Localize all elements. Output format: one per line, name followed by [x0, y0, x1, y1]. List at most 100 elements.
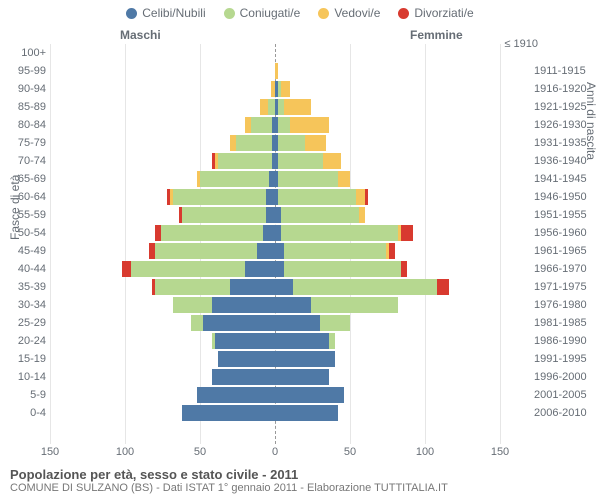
pyramid-row — [50, 386, 500, 404]
legend-dot — [318, 8, 329, 19]
seg-married — [161, 225, 263, 241]
age-label: 60-64 — [18, 188, 46, 206]
birth-label: 1976-1980 — [534, 296, 587, 314]
pyramid-row — [50, 260, 500, 278]
seg-married — [251, 117, 272, 133]
pyramid-row — [50, 62, 500, 80]
legend-dot — [126, 8, 137, 19]
legend-label: Divorziati/e — [414, 6, 473, 20]
seg-widowed — [275, 63, 278, 79]
x-tick: 150 — [41, 446, 59, 458]
footer-title: Popolazione per età, sesso e stato civil… — [10, 467, 448, 482]
seg-single — [275, 315, 320, 331]
birth-label: 1926-1930 — [534, 116, 587, 134]
age-label: 25-29 — [18, 314, 46, 332]
footer: Popolazione per età, sesso e stato civil… — [10, 467, 448, 494]
pyramid-row — [50, 224, 500, 242]
bar-male — [179, 207, 275, 223]
pyramid-row — [50, 80, 500, 98]
legend-item: Coniugati/e — [224, 6, 301, 20]
pyramid-row — [50, 332, 500, 350]
age-label: 100+ — [21, 44, 46, 62]
seg-single — [266, 189, 275, 205]
seg-widowed — [305, 135, 326, 151]
pyramid-row — [50, 368, 500, 386]
age-label: 55-59 — [18, 206, 46, 224]
legend: Celibi/NubiliConiugati/eVedovi/eDivorzia… — [0, 0, 600, 20]
seg-single — [275, 261, 284, 277]
age-label: 45-49 — [18, 242, 46, 260]
seg-married — [173, 297, 212, 313]
birth-label: 1936-1940 — [534, 152, 587, 170]
seg-single — [275, 369, 329, 385]
birth-label: 1931-1935 — [534, 134, 587, 152]
seg-single — [257, 243, 275, 259]
birth-label: 1916-1920 — [534, 80, 587, 98]
age-label: 40-44 — [18, 260, 46, 278]
seg-single — [230, 279, 275, 295]
bar-male — [212, 153, 275, 169]
bar-female — [275, 297, 398, 313]
x-tick: 50 — [344, 446, 356, 458]
bar-female — [275, 369, 329, 385]
bar-male — [197, 387, 275, 403]
pyramid-row — [50, 296, 500, 314]
grid-line — [500, 44, 501, 444]
age-label: 20-24 — [18, 332, 46, 350]
age-label: 75-79 — [18, 134, 46, 152]
seg-married — [329, 333, 335, 349]
seg-married — [278, 189, 356, 205]
bar-female — [275, 189, 368, 205]
seg-married — [293, 279, 437, 295]
bar-female — [275, 351, 335, 367]
birth-label: 1951-1955 — [534, 206, 587, 224]
seg-married — [284, 261, 401, 277]
bar-female — [275, 279, 449, 295]
seg-married — [284, 243, 386, 259]
seg-single — [197, 387, 275, 403]
seg-divorced — [401, 225, 413, 241]
bar-male — [197, 171, 275, 187]
pyramid-row — [50, 170, 500, 188]
pyramid-row — [50, 350, 500, 368]
seg-widowed — [323, 153, 341, 169]
seg-married — [131, 261, 245, 277]
bar-female — [275, 405, 338, 421]
x-tick: 0 — [272, 446, 278, 458]
bar-male — [212, 333, 275, 349]
seg-single — [275, 333, 329, 349]
pyramid-chart: Celibi/NubiliConiugati/eVedovi/eDivorzia… — [0, 0, 600, 500]
seg-single — [275, 351, 335, 367]
bar-female — [275, 243, 395, 259]
pyramid-row — [50, 188, 500, 206]
label-femmine: Femmine — [410, 28, 463, 42]
birth-label: 1996-2000 — [534, 368, 587, 386]
chart-area — [50, 44, 500, 444]
seg-single — [212, 297, 275, 313]
bar-female — [275, 261, 407, 277]
bar-female — [275, 99, 311, 115]
age-label: 0-4 — [30, 404, 46, 422]
pyramid-row — [50, 206, 500, 224]
age-label: 85-89 — [18, 98, 46, 116]
age-label: 90-94 — [18, 80, 46, 98]
bar-male — [260, 99, 275, 115]
legend-item: Celibi/Nubili — [126, 6, 205, 20]
seg-married — [278, 171, 338, 187]
seg-single — [275, 243, 284, 259]
pyramid-row — [50, 152, 500, 170]
seg-single — [275, 297, 311, 313]
birth-label: 2006-2010 — [534, 404, 587, 422]
x-tick: 100 — [116, 446, 134, 458]
birth-label: 1991-1995 — [534, 350, 587, 368]
bar-male — [212, 369, 275, 385]
x-tick: 100 — [416, 446, 434, 458]
bar-female — [275, 81, 290, 97]
age-label: 5-9 — [30, 386, 46, 404]
seg-married — [278, 117, 290, 133]
seg-single — [203, 315, 275, 331]
bar-female — [275, 135, 326, 151]
seg-divorced — [389, 243, 395, 259]
age-label: 50-54 — [18, 224, 46, 242]
bar-female — [275, 225, 413, 241]
